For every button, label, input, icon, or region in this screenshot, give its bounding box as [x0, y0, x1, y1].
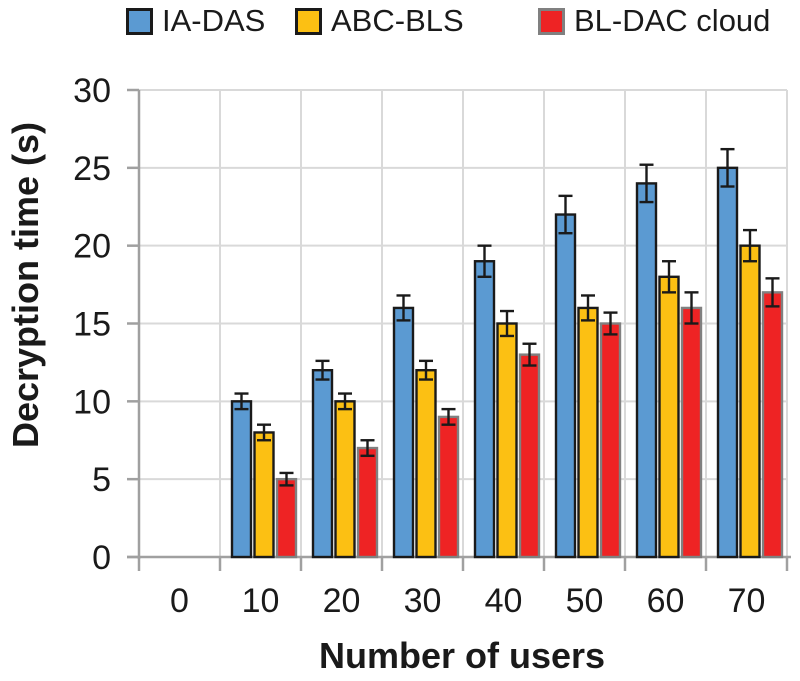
legend-label-abc-bls: ABC-BLS: [331, 3, 464, 38]
bar-bl-dac-cloud: [275, 477, 298, 559]
bar-abc-bls: [658, 275, 680, 559]
bar-abc-bls: [334, 400, 356, 559]
bar-ia-das: [635, 182, 658, 559]
bar-abc-bls: [577, 306, 599, 559]
y-tick-label: 5: [92, 461, 111, 499]
bar-abc-bls: [253, 431, 275, 559]
bar-bl-dac-cloud: [437, 415, 460, 559]
x-tick-label: 10: [242, 582, 280, 620]
bar-ia-das: [311, 369, 334, 559]
x-tick-label: 30: [404, 582, 442, 620]
x-tick-label: 40: [485, 582, 523, 620]
legend-item-bl-dac-cloud: BL-DAC cloud: [538, 3, 771, 38]
bar-bl-dac-cloud: [761, 291, 784, 559]
legend-item-ia-das: IA-DAS: [126, 3, 266, 38]
legend-label-bl-dac-cloud: BL-DAC cloud: [574, 3, 771, 38]
legend-swatch-abc-bls: [295, 7, 322, 35]
x-tick-label: 50: [566, 582, 604, 620]
bar-abc-bls: [496, 322, 518, 559]
bars: [230, 147, 784, 559]
x-tick-label: 70: [728, 582, 766, 620]
bar-ia-das: [230, 400, 253, 559]
x-axis-title: Number of users: [319, 635, 605, 676]
chart-legend: IA-DAS ABC-BLS BL-DAC cloud: [0, 3, 800, 42]
bar-ia-das: [716, 166, 739, 559]
tick-labels: 0 5 10 15 20 25 30 0 10 20 30 40 50 60 70: [73, 72, 765, 620]
y-tick-label: 15: [73, 306, 111, 344]
bar-bl-dac-cloud: [356, 446, 379, 559]
y-tick-label: 25: [73, 150, 111, 188]
y-tick-label: 0: [92, 539, 111, 577]
x-tick-label: 20: [323, 582, 361, 620]
legend-item-abc-bls: ABC-BLS: [295, 3, 464, 38]
x-tick-label: 60: [647, 582, 685, 620]
bar-bl-dac-cloud: [680, 306, 703, 559]
y-axis-title: Decryption time (s): [5, 122, 46, 448]
bar-ia-das: [554, 213, 577, 559]
y-tick-label: 30: [73, 72, 111, 110]
x-tick-label: 0: [170, 582, 189, 620]
bar-abc-bls: [415, 369, 437, 559]
legend-swatch-bl-dac-cloud: [538, 7, 565, 35]
bar-ia-das: [392, 306, 415, 559]
legend-label-ia-das: IA-DAS: [162, 3, 266, 38]
bar-bl-dac-cloud: [599, 322, 622, 559]
bar-ia-das: [473, 260, 496, 559]
bar-bl-dac-cloud: [518, 353, 541, 559]
bar-abc-bls: [739, 244, 761, 559]
legend-swatch-ia-das: [126, 7, 153, 35]
y-tick-label: 20: [73, 228, 111, 266]
y-tick-label: 10: [73, 383, 111, 421]
